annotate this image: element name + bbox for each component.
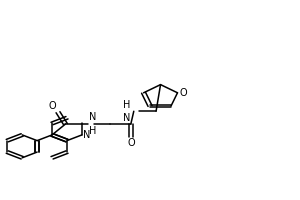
Text: O: O <box>127 138 135 148</box>
Text: N: N <box>89 112 97 122</box>
Text: O: O <box>49 101 56 111</box>
Text: H: H <box>123 100 130 110</box>
Text: O: O <box>180 88 188 98</box>
Text: N: N <box>123 113 130 123</box>
Text: H: H <box>89 126 97 136</box>
Text: N: N <box>83 130 91 140</box>
